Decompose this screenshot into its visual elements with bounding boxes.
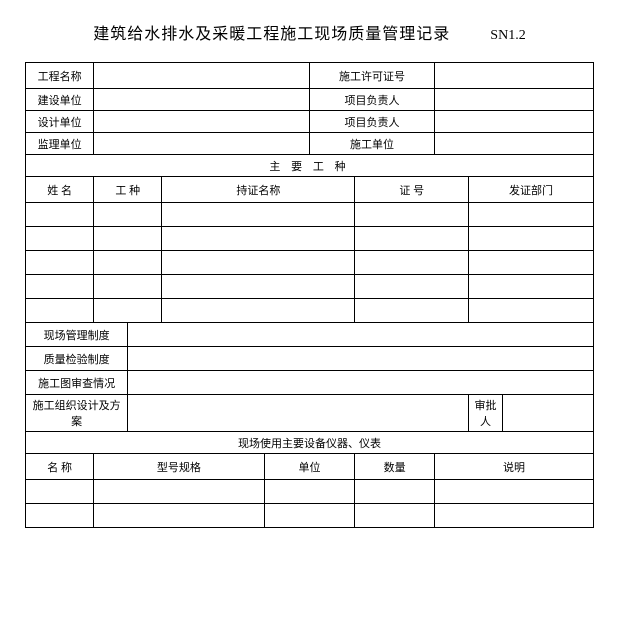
mgmt-row-1: 现场管理制度 — [26, 323, 594, 347]
page-title: 建筑给水排水及采暖工程施工现场质量管理记录 — [93, 20, 450, 44]
label-site-mgmt: 现场管理制度 — [26, 323, 128, 347]
worker-heading-row: 主 要 工 种 — [26, 155, 594, 177]
worker-row-5 — [26, 299, 594, 323]
worker-row-1 — [26, 203, 594, 227]
value-supervise-unit[interactable] — [94, 133, 310, 155]
value-build-unit[interactable] — [94, 89, 310, 111]
form-code: SN1.2 — [490, 28, 525, 44]
label-qc: 质量检验制度 — [26, 347, 128, 371]
label-construct-unit: 施工单位 — [309, 133, 434, 155]
worker-heading: 主 要 工 种 — [26, 155, 594, 177]
col-cert-no: 证 号 — [355, 177, 469, 203]
worker-row-3 — [26, 251, 594, 275]
col-issuer: 发证部门 — [469, 177, 594, 203]
form-table: 工程名称 施工许可证号 建设单位 项目负责人 设计单位 项目负责人 监理单位 施… — [25, 62, 594, 528]
col-name: 姓 名 — [26, 177, 94, 203]
value-pm-2[interactable] — [434, 111, 593, 133]
info-row-3: 设计单位 项目负责人 — [26, 111, 594, 133]
value-pm-1[interactable] — [434, 89, 593, 111]
value-project-name[interactable] — [94, 63, 310, 89]
mgmt-row-3: 施工图审查情况 — [26, 371, 594, 395]
label-build-unit: 建设单位 — [26, 89, 94, 111]
mgmt-row-4: 施工组织设计及方案 审批人 — [26, 395, 594, 432]
equip-row-1 — [26, 480, 594, 504]
label-approver: 审批人 — [469, 395, 503, 432]
value-qc[interactable] — [128, 347, 594, 371]
equip-heading: 现场使用主要设备仪器、仪表 — [26, 432, 594, 454]
equip-row-2 — [26, 504, 594, 528]
col-type: 工 种 — [94, 177, 162, 203]
col-eq-qty: 数量 — [355, 454, 435, 480]
col-eq-unit: 单位 — [264, 454, 355, 480]
worker-header-row: 姓 名 工 种 持证名称 证 号 发证部门 — [26, 177, 594, 203]
label-drawing-review: 施工图审查情况 — [26, 371, 128, 395]
value-org-plan[interactable] — [128, 395, 469, 432]
value-design-unit[interactable] — [94, 111, 310, 133]
title-row: 建筑给水排水及采暖工程施工现场质量管理记录 SN1.2 — [25, 20, 594, 44]
info-row-4: 监理单位 施工单位 — [26, 133, 594, 155]
equip-heading-row: 现场使用主要设备仪器、仪表 — [26, 432, 594, 454]
info-row-1: 工程名称 施工许可证号 — [26, 63, 594, 89]
equip-header-row: 名 称 型号规格 单位 数量 说明 — [26, 454, 594, 480]
value-construct-unit[interactable] — [434, 133, 593, 155]
label-supervise-unit: 监理单位 — [26, 133, 94, 155]
label-design-unit: 设计单位 — [26, 111, 94, 133]
label-pm-1: 项目负责人 — [309, 89, 434, 111]
col-eq-name: 名 称 — [26, 454, 94, 480]
col-eq-note: 说明 — [434, 454, 593, 480]
value-site-mgmt[interactable] — [128, 323, 594, 347]
label-permit-no: 施工许可证号 — [309, 63, 434, 89]
value-approver[interactable] — [503, 395, 594, 432]
value-drawing-review[interactable] — [128, 371, 594, 395]
value-permit-no[interactable] — [434, 63, 593, 89]
info-row-2: 建设单位 项目负责人 — [26, 89, 594, 111]
mgmt-row-2: 质量检验制度 — [26, 347, 594, 371]
label-project-name: 工程名称 — [26, 63, 94, 89]
worker-row-2 — [26, 227, 594, 251]
label-org-plan: 施工组织设计及方案 — [26, 395, 128, 432]
label-pm-2: 项目负责人 — [309, 111, 434, 133]
worker-row-4 — [26, 275, 594, 299]
col-eq-spec: 型号规格 — [94, 454, 264, 480]
col-cert-name: 持证名称 — [162, 177, 355, 203]
